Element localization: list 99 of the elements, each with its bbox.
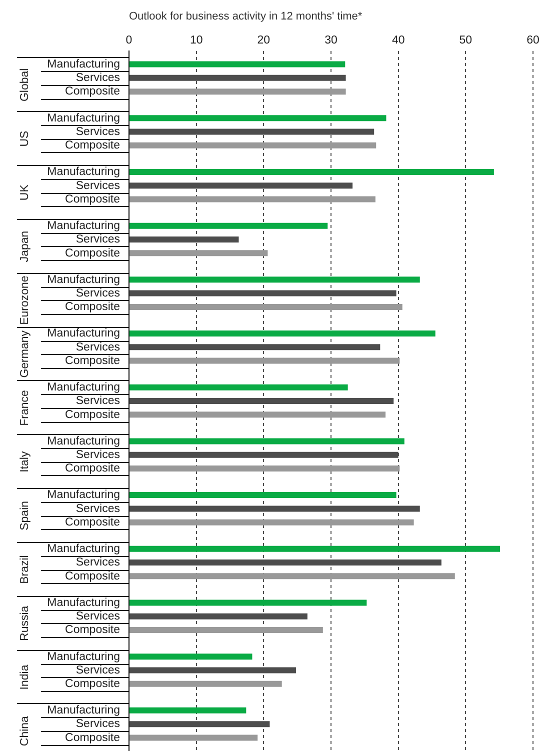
text: Manufacturing xyxy=(47,166,120,178)
text: Manufacturing xyxy=(47,489,120,502)
text: Manufacturing xyxy=(47,112,120,124)
text: Services xyxy=(76,556,120,569)
bar xyxy=(129,412,386,418)
bar xyxy=(129,330,436,337)
text: Manufacturing xyxy=(47,596,120,609)
y-tick-label: India xyxy=(19,664,32,690)
bar xyxy=(129,142,376,148)
bar xyxy=(129,384,348,390)
text: Composite xyxy=(65,354,120,367)
bar xyxy=(129,88,346,95)
x-tick-label: 10 xyxy=(190,34,203,46)
bar xyxy=(129,613,308,620)
y-tick-label: UK xyxy=(19,184,32,201)
x-tick-label: 60 xyxy=(526,34,540,46)
text: Manufacturing xyxy=(47,328,120,340)
text: Composite xyxy=(65,624,120,636)
bar xyxy=(129,600,367,606)
text: Services xyxy=(76,502,120,515)
bar xyxy=(129,61,346,68)
text: Composite xyxy=(65,516,120,529)
x-tick-label: 40 xyxy=(392,34,405,46)
text: Manufacturing xyxy=(47,650,120,663)
chart-title: Outlook for business activity in 12 months' time* xyxy=(129,10,363,23)
text: Manufacturing xyxy=(47,435,120,448)
bar xyxy=(129,250,268,256)
y-tick-label: Brazil xyxy=(19,555,32,584)
text: Manufacturing xyxy=(47,220,120,232)
x-tick-label: 20 xyxy=(257,34,270,46)
bar xyxy=(129,654,252,660)
text: Composite xyxy=(65,140,120,152)
bar xyxy=(129,438,404,444)
text: Services xyxy=(76,395,120,408)
bar xyxy=(129,398,394,404)
bar xyxy=(129,573,455,580)
text: Services xyxy=(76,718,120,730)
text: Services xyxy=(76,341,120,354)
bar xyxy=(129,707,246,714)
text: Manufacturing xyxy=(47,543,120,556)
bar xyxy=(129,304,402,310)
text: Composite xyxy=(65,301,120,314)
bar xyxy=(129,74,346,81)
bar xyxy=(129,182,353,189)
bar xyxy=(129,452,398,458)
bar xyxy=(129,128,374,135)
bar xyxy=(129,680,282,687)
bar xyxy=(129,492,396,498)
y-tick-label: China xyxy=(19,715,32,746)
x-tick-label: 30 xyxy=(324,34,338,46)
bar xyxy=(129,236,239,242)
x-tick-label: 0 xyxy=(126,34,132,46)
text: Composite xyxy=(65,732,120,744)
text: Composite xyxy=(65,678,120,690)
text: Services xyxy=(76,449,120,462)
text: Services xyxy=(76,126,120,138)
bar xyxy=(129,506,420,512)
bar xyxy=(129,222,328,229)
bar xyxy=(129,546,500,552)
bar xyxy=(129,519,414,526)
text: Composite xyxy=(65,193,120,206)
bar xyxy=(129,465,400,472)
text: Manufacturing xyxy=(47,274,120,286)
bar xyxy=(129,627,323,634)
bar xyxy=(129,290,396,296)
y-tick-label: Eurozone xyxy=(19,276,32,325)
y-tick-label: Japan xyxy=(19,230,32,262)
bar xyxy=(129,276,420,283)
bar xyxy=(129,667,296,674)
series-label: Manufacturing xyxy=(47,58,120,70)
y-tick-label: Global xyxy=(19,68,32,102)
bar xyxy=(129,721,270,728)
bar xyxy=(129,734,258,741)
text: Services xyxy=(76,180,120,192)
text: Services xyxy=(76,287,120,300)
y-tick-label: France xyxy=(19,390,32,426)
text: Manufacturing xyxy=(47,704,120,717)
text: Composite xyxy=(65,570,120,582)
text: Composite xyxy=(65,247,120,260)
bar xyxy=(129,168,494,175)
bar xyxy=(129,196,376,202)
text: Services xyxy=(76,234,120,246)
text: Manufacturing xyxy=(47,382,120,394)
bar xyxy=(129,115,386,122)
text: Services xyxy=(76,610,120,623)
y-tick-label: US xyxy=(19,130,32,147)
bar xyxy=(129,358,400,364)
y-tick-label: Germany xyxy=(19,330,32,378)
series-label: Composite xyxy=(65,86,120,98)
bar xyxy=(129,560,442,566)
text: Services xyxy=(76,664,120,676)
y-tick-label: Italy xyxy=(19,451,32,472)
y-tick-label: Russia xyxy=(19,605,32,641)
bar xyxy=(129,344,380,350)
x-tick-label: 50 xyxy=(459,34,472,46)
y-tick-label: Spain xyxy=(19,500,32,530)
text: Composite xyxy=(65,462,120,475)
series-label: Services xyxy=(76,72,120,84)
text: Composite xyxy=(65,408,120,421)
